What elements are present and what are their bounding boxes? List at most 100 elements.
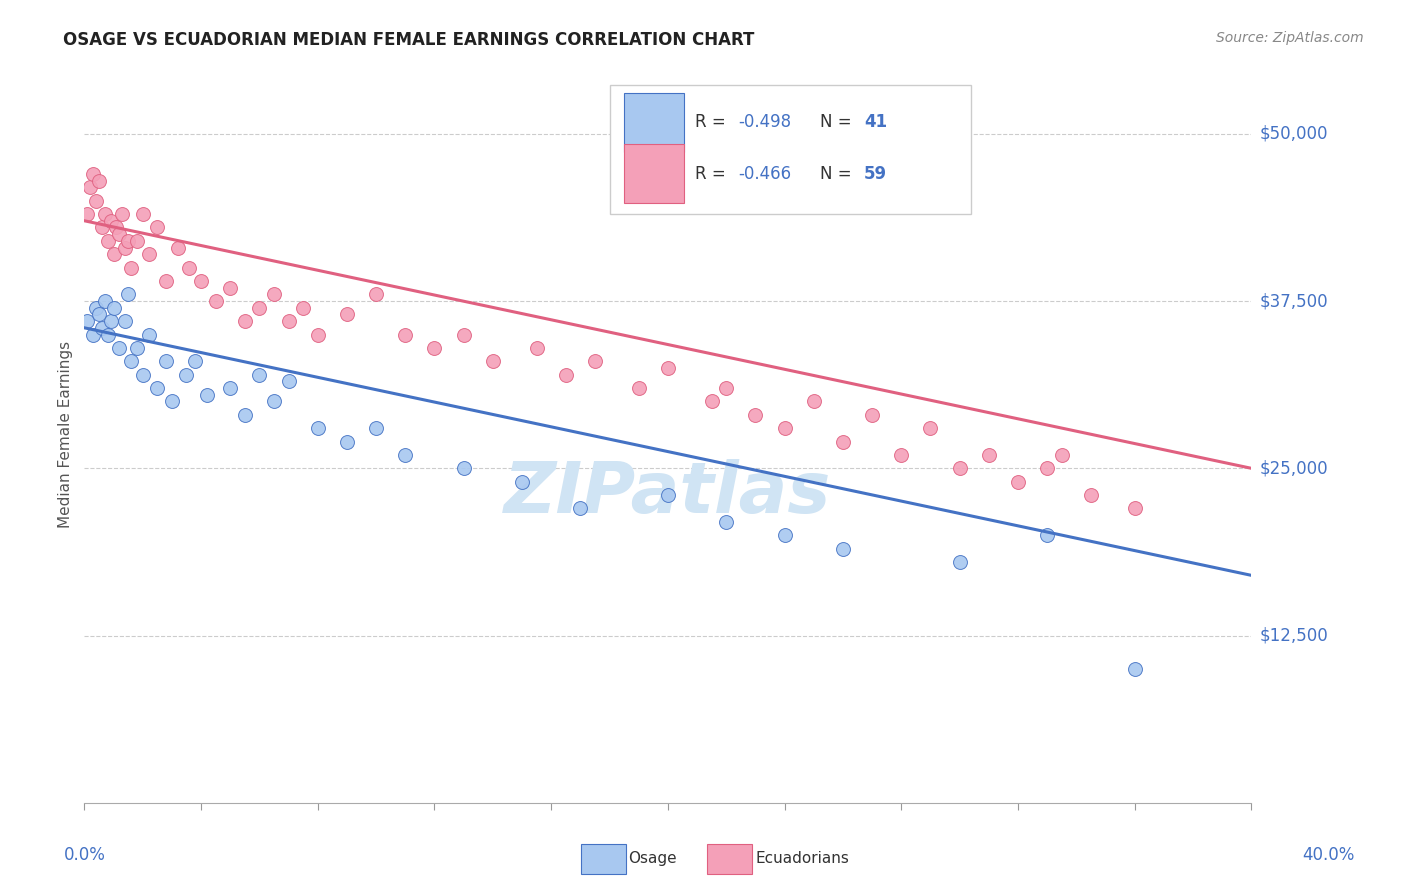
Point	[160, 394, 183, 409]
Point	[949, 461, 972, 475]
Point	[195, 387, 218, 401]
Point	[394, 327, 416, 342]
Point	[108, 341, 131, 355]
Point	[94, 207, 117, 221]
FancyBboxPatch shape	[623, 145, 685, 203]
Text: Ecuadorians: Ecuadorians	[755, 852, 849, 866]
Point	[90, 220, 112, 235]
Point	[233, 314, 256, 328]
Text: -0.466: -0.466	[738, 165, 792, 183]
Point	[82, 167, 104, 181]
Point	[76, 314, 98, 328]
Point	[292, 301, 315, 315]
Point	[105, 220, 128, 235]
Point	[219, 281, 242, 295]
Point	[482, 354, 505, 368]
Point	[120, 354, 142, 368]
Point	[700, 394, 723, 409]
Point	[87, 307, 110, 321]
Point	[773, 421, 796, 435]
FancyBboxPatch shape	[610, 86, 972, 214]
Point	[146, 220, 169, 235]
Point	[1080, 488, 1102, 502]
Point	[114, 314, 136, 328]
Point	[138, 247, 160, 261]
Point	[277, 375, 299, 389]
Text: $37,500: $37,500	[1260, 292, 1329, 310]
Point	[773, 528, 796, 542]
Point	[453, 327, 475, 342]
Text: 59: 59	[863, 165, 887, 183]
Point	[155, 274, 177, 288]
Point	[832, 541, 855, 556]
Point	[307, 421, 329, 435]
Point	[233, 408, 256, 422]
Text: $25,000: $25,000	[1260, 459, 1329, 477]
Point	[526, 341, 548, 355]
Point	[890, 448, 912, 462]
Point	[146, 381, 169, 395]
FancyBboxPatch shape	[623, 93, 685, 152]
Point	[190, 274, 212, 288]
Point	[132, 207, 155, 221]
Point	[1007, 475, 1029, 489]
Point	[263, 287, 285, 301]
Point	[1036, 528, 1059, 542]
Text: Osage: Osage	[628, 852, 678, 866]
Point	[219, 381, 242, 395]
Point	[204, 293, 226, 308]
Point	[716, 515, 738, 529]
Point	[307, 327, 329, 342]
Point	[132, 368, 155, 382]
Point	[657, 488, 679, 502]
Point	[90, 320, 112, 334]
Point	[166, 240, 188, 255]
Point	[423, 341, 446, 355]
Point	[103, 301, 125, 315]
Text: $12,500: $12,500	[1260, 626, 1329, 645]
Point	[184, 354, 207, 368]
Text: R =: R =	[695, 113, 731, 131]
Point	[977, 448, 1000, 462]
Point	[155, 354, 177, 368]
Point	[125, 234, 148, 248]
Point	[97, 327, 120, 342]
Point	[627, 381, 650, 395]
Y-axis label: Median Female Earnings: Median Female Earnings	[58, 342, 73, 528]
Point	[583, 354, 606, 368]
Text: $50,000: $50,000	[1260, 125, 1329, 143]
Text: -0.498: -0.498	[738, 113, 792, 131]
Text: 40.0%: 40.0%	[1302, 846, 1355, 863]
Text: ZIPatlas: ZIPatlas	[505, 459, 831, 528]
Point	[103, 247, 125, 261]
Text: 0.0%: 0.0%	[63, 846, 105, 863]
Point	[82, 327, 104, 342]
Point	[1036, 461, 1059, 475]
Point	[97, 234, 120, 248]
Text: R =: R =	[695, 165, 731, 183]
Point	[108, 227, 131, 241]
Point	[179, 260, 201, 275]
Point	[84, 194, 107, 208]
Point	[554, 368, 576, 382]
Point	[100, 314, 122, 328]
Point	[117, 234, 139, 248]
Point	[803, 394, 825, 409]
Point	[120, 260, 142, 275]
Point	[263, 394, 285, 409]
Text: 41: 41	[863, 113, 887, 131]
Text: OSAGE VS ECUADORIAN MEDIAN FEMALE EARNINGS CORRELATION CHART: OSAGE VS ECUADORIAN MEDIAN FEMALE EARNIN…	[63, 31, 755, 49]
Point	[366, 287, 388, 301]
Point	[1123, 501, 1146, 516]
Point	[76, 207, 98, 221]
Point	[920, 421, 942, 435]
Point	[84, 301, 107, 315]
Point	[336, 307, 359, 321]
Point	[87, 173, 110, 188]
Point	[277, 314, 299, 328]
Text: Source: ZipAtlas.com: Source: ZipAtlas.com	[1216, 31, 1364, 45]
Point	[860, 408, 883, 422]
Point	[569, 501, 592, 516]
Point	[176, 368, 198, 382]
Point	[832, 434, 855, 449]
